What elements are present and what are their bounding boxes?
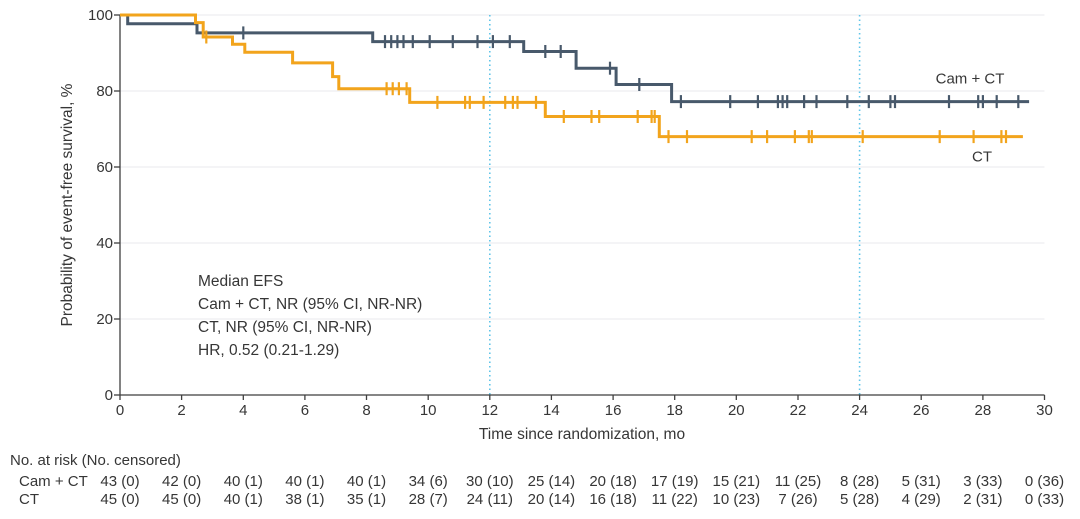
y-tick-label: 0 [104,386,113,404]
risk-value: 16 (18) [589,491,637,508]
x-tick-label: 6 [300,402,310,419]
risk-value: 7 (26) [778,491,818,508]
risk-value: 35 (1) [346,491,387,508]
risk-row-label-cam-ct: Cam + CT [19,473,88,490]
y-tick-label: 20 [96,310,113,328]
risk-value: 45 (0) [162,491,202,508]
x-tick-label: 2 [177,402,186,419]
x-tick-label: 10 [419,402,437,419]
x-tick-label: 26 [912,402,930,419]
risk-value: 20 (18) [589,473,637,490]
risk-value: 3 (33) [963,473,1003,490]
risk-value: 30 (10) [466,473,514,490]
x-tick-label: 16 [604,402,622,419]
risk-value: 0 (36) [1024,473,1065,490]
risk-value: 28 (7) [408,491,448,508]
y-tick-label: 40 [96,234,113,252]
risk-value: 40 (1) [223,491,263,508]
risk-value: 25 (14) [527,473,576,490]
y-tick-label: 100 [87,6,113,24]
risk-value: 17 (19) [650,473,699,490]
x-tick-label: 30 [1036,402,1053,419]
series-label-cam-ct: Cam + CT [935,70,1005,88]
risk-value: 40 (1) [223,473,263,490]
y-tick-label: 60 [96,158,113,176]
x-tick-label: 12 [481,402,499,419]
risk-value: 24 (11) [466,491,514,508]
annotation-line-hr: HR, 0.52 (0.21-1.29) [198,342,340,359]
x-tick-label: 22 [789,402,807,419]
risk-value: 42 (0) [162,473,202,490]
risk-value: 45 (0) [100,491,140,508]
risk-row-label-ct: CT [19,491,39,508]
y-tick-label: 80 [96,82,113,100]
risk-table-header: No. at risk (No. censored) [10,452,181,469]
risk-value: 40 (1) [285,473,325,490]
x-tick-label: 8 [362,402,371,419]
y-axis-title: Probability of event-free survival, % [59,83,76,327]
x-tick-label: 24 [851,402,868,419]
risk-value: 2 (31) [963,491,1003,508]
risk-value: 11 (22) [651,491,698,508]
x-tick-label: 14 [543,402,560,419]
risk-value: 5 (28) [840,491,880,508]
risk-value: 11 (25) [774,473,822,490]
risk-value: 43 (0) [100,473,140,490]
risk-value: 5 (31) [901,473,941,490]
x-tick-label: 4 [239,402,248,419]
annotation-line-cam-ct: Cam + CT, NR (95% CI, NR-NR) [198,296,423,313]
risk-value: 38 (1) [285,491,325,508]
x-tick-label: 18 [666,402,684,419]
x-tick-label: 0 [115,402,125,419]
risk-value: 20 (14) [527,491,576,508]
risk-value: 15 (21) [712,473,761,490]
median-efs-annotation: Median EFS Cam + CT, NR (95% CI, NR-NR) … [198,270,422,362]
x-tick-label: 28 [974,402,992,419]
risk-value: 10 (23) [712,491,761,508]
annotation-line-ct: CT, NR (95% CI, NR-NR) [198,319,372,336]
annotation-line-title: Median EFS [198,273,284,290]
x-axis-title: Time since randomization, mo [478,426,686,443]
series-label-ct: CT [972,148,992,166]
risk-value: 40 (1) [346,473,387,490]
x-tick-label: 20 [727,402,745,419]
risk-value: 4 (29) [901,491,941,508]
risk-value: 34 (6) [408,473,448,490]
risk-value: 8 (28) [840,473,880,490]
risk-value: 0 (33) [1024,491,1065,508]
